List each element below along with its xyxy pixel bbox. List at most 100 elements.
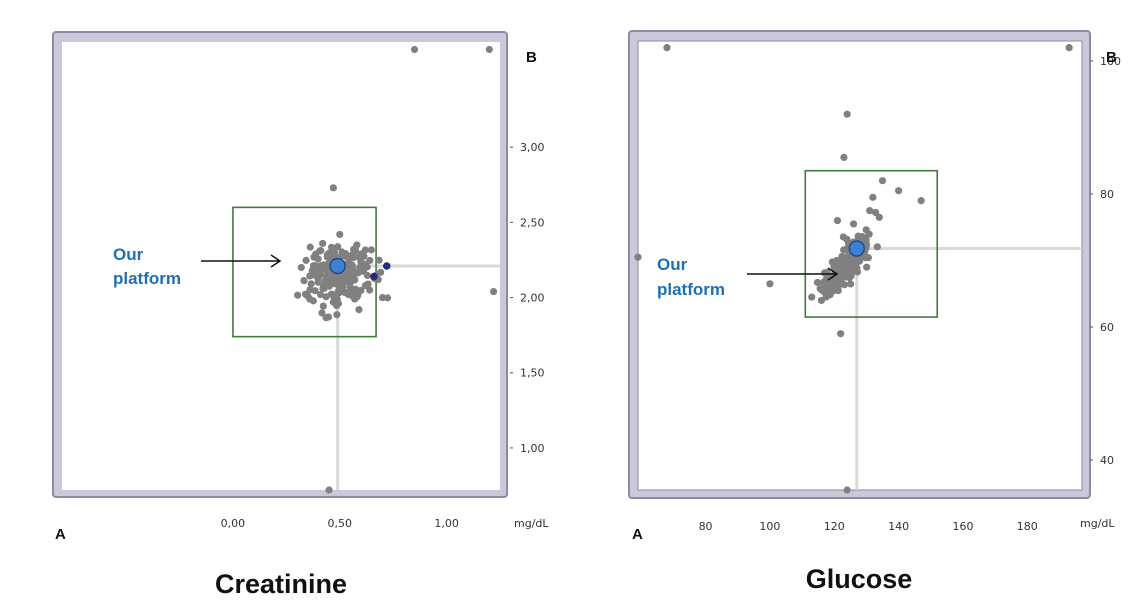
glucose-cluster-point bbox=[846, 255, 854, 263]
glucose-data-point bbox=[817, 296, 825, 305]
creatinine-corner-b: B bbox=[526, 49, 537, 66]
creatinine-data-point bbox=[359, 260, 367, 269]
glucose-cluster-point bbox=[816, 285, 824, 293]
creatinine-data-point bbox=[329, 298, 337, 306]
creatinine-our-platform-point bbox=[329, 257, 346, 275]
creatinine-highlight-point bbox=[370, 272, 378, 281]
glucose-data-point bbox=[663, 44, 671, 52]
glucose-x-tick-label: 160 bbox=[952, 520, 973, 533]
glucose-data-point bbox=[766, 280, 774, 288]
creatinine-cluster-point bbox=[334, 243, 342, 251]
creatinine-data-point bbox=[366, 286, 374, 294]
glucose-cluster-point bbox=[825, 287, 833, 295]
glucose-cluster-point bbox=[813, 278, 822, 287]
creatinine-y-tick-label: 3,00 bbox=[520, 141, 545, 154]
glucose-data-point bbox=[837, 330, 845, 338]
glucose-corner-a: A bbox=[632, 526, 643, 543]
creatinine-data-point bbox=[410, 45, 419, 54]
creatinine-data-point bbox=[353, 241, 361, 249]
glucose-plot-area bbox=[637, 40, 1083, 491]
glucose-data-point bbox=[878, 177, 887, 185]
creatinine-cluster-point bbox=[347, 289, 355, 297]
glucose-x-tick-label: 120 bbox=[824, 520, 845, 533]
creatinine-data-point bbox=[351, 295, 359, 303]
creatinine-cluster-point bbox=[322, 293, 330, 301]
glucose-annotation-line2: platform bbox=[657, 280, 725, 299]
glucose-cluster-point bbox=[861, 254, 869, 262]
glucose-cluster-point bbox=[847, 280, 855, 288]
creatinine-cluster-point bbox=[325, 282, 333, 290]
creatinine-data-point bbox=[346, 263, 355, 272]
creatinine-data-point bbox=[297, 263, 305, 272]
glucose-x-tick-label: 140 bbox=[888, 520, 909, 533]
glucose-x-unit: mg/dL bbox=[1080, 517, 1115, 530]
creatinine-data-point bbox=[306, 295, 314, 303]
creatinine-cluster-point bbox=[325, 249, 333, 257]
glucose-x-tick-label: 80 bbox=[699, 520, 713, 533]
creatinine-cluster-point bbox=[311, 287, 319, 295]
glucose-x-tick-label: 180 bbox=[1017, 520, 1038, 533]
creatinine-cluster-point bbox=[307, 280, 315, 288]
creatinine-cluster-point bbox=[335, 274, 343, 282]
creatinine-annotation-line2: platform bbox=[113, 269, 181, 288]
glucose-data-point bbox=[843, 486, 851, 494]
creatinine-data-point bbox=[325, 486, 333, 494]
creatinine-cluster-point bbox=[329, 276, 337, 284]
glucose-y-tick-label: 60 bbox=[1100, 321, 1114, 334]
glucose-cluster-point bbox=[863, 263, 871, 271]
creatinine-x-tick-label: 1,00 bbox=[434, 517, 459, 530]
creatinine-y-tick-label: 1,00 bbox=[520, 442, 545, 455]
glucose-data-point bbox=[840, 153, 848, 162]
creatinine-data-point bbox=[319, 239, 327, 248]
creatinine-cluster-point bbox=[367, 246, 375, 254]
creatinine-title: Creatinine bbox=[215, 569, 347, 599]
creatinine-cluster-point bbox=[341, 250, 350, 258]
glucose-cluster-point bbox=[873, 243, 881, 251]
creatinine-chart: 1,00 1,50 2,00 2,50 3,00 0,00 0,50 1,00 Our pl… bbox=[52, 31, 549, 599]
glucose-data-point bbox=[833, 217, 842, 225]
glucose-cluster-point bbox=[837, 277, 845, 285]
creatinine-cluster-point bbox=[322, 314, 330, 322]
creatinine-data-point bbox=[357, 250, 365, 258]
creatinine-cluster-point bbox=[349, 250, 357, 258]
glucose-acceptance-box bbox=[804, 169, 939, 318]
creatinine-y-tick-label: 1,50 bbox=[520, 367, 545, 380]
creatinine-cluster-point bbox=[351, 276, 359, 284]
creatinine-cluster-point bbox=[302, 256, 310, 264]
creatinine-cluster-point bbox=[335, 289, 343, 297]
creatinine-cluster-point bbox=[319, 261, 327, 269]
glucose-data-point bbox=[849, 220, 858, 228]
glucose-data-point bbox=[869, 193, 877, 201]
glucose-annotation-line1: Our bbox=[657, 255, 688, 274]
creatinine-corner-a: A bbox=[55, 526, 66, 543]
creatinine-data-point bbox=[340, 278, 348, 287]
glucose-cluster-point bbox=[862, 226, 870, 234]
glucose-x-tick-label: 100 bbox=[759, 520, 780, 533]
creatinine-annotation-arrowhead bbox=[270, 254, 282, 268]
creatinine-data-point bbox=[355, 305, 363, 314]
glucose-y-tick-label: 80 bbox=[1100, 188, 1114, 201]
creatinine-cluster-point bbox=[310, 262, 319, 270]
creatinine-data-point bbox=[489, 287, 498, 296]
glucose-y-tick-label: 40 bbox=[1100, 454, 1114, 467]
glucose-y-tick-label: 100 bbox=[1100, 55, 1121, 68]
creatinine-cluster-point bbox=[352, 285, 360, 294]
creatinine-y-tick-label: 2,50 bbox=[520, 216, 545, 229]
creatinine-cluster-point bbox=[306, 272, 314, 280]
creatinine-annotation-line1: Our bbox=[113, 245, 144, 264]
creatinine-cluster-point bbox=[301, 290, 310, 298]
glucose-corner-b: B bbox=[1106, 49, 1117, 66]
glucose-data-point bbox=[634, 253, 642, 261]
creatinine-data-point bbox=[316, 290, 325, 299]
creatinine-data-point bbox=[310, 253, 318, 261]
glucose-cluster-point bbox=[843, 273, 851, 281]
creatinine-cluster-point bbox=[294, 291, 302, 299]
glucose-cluster-point bbox=[828, 258, 836, 266]
glucose-chart: 40 60 80 100 80 100 120 140 160 180 Our platform… bbox=[628, 30, 1121, 594]
glucose-data-point bbox=[1065, 44, 1073, 52]
glucose-data-point bbox=[917, 197, 925, 205]
creatinine-x-tick-label: 0,00 bbox=[221, 517, 246, 530]
glucose-data-point bbox=[875, 213, 883, 221]
creatinine-cluster-point bbox=[383, 294, 392, 302]
glucose-annotation-arrowhead bbox=[827, 267, 839, 281]
